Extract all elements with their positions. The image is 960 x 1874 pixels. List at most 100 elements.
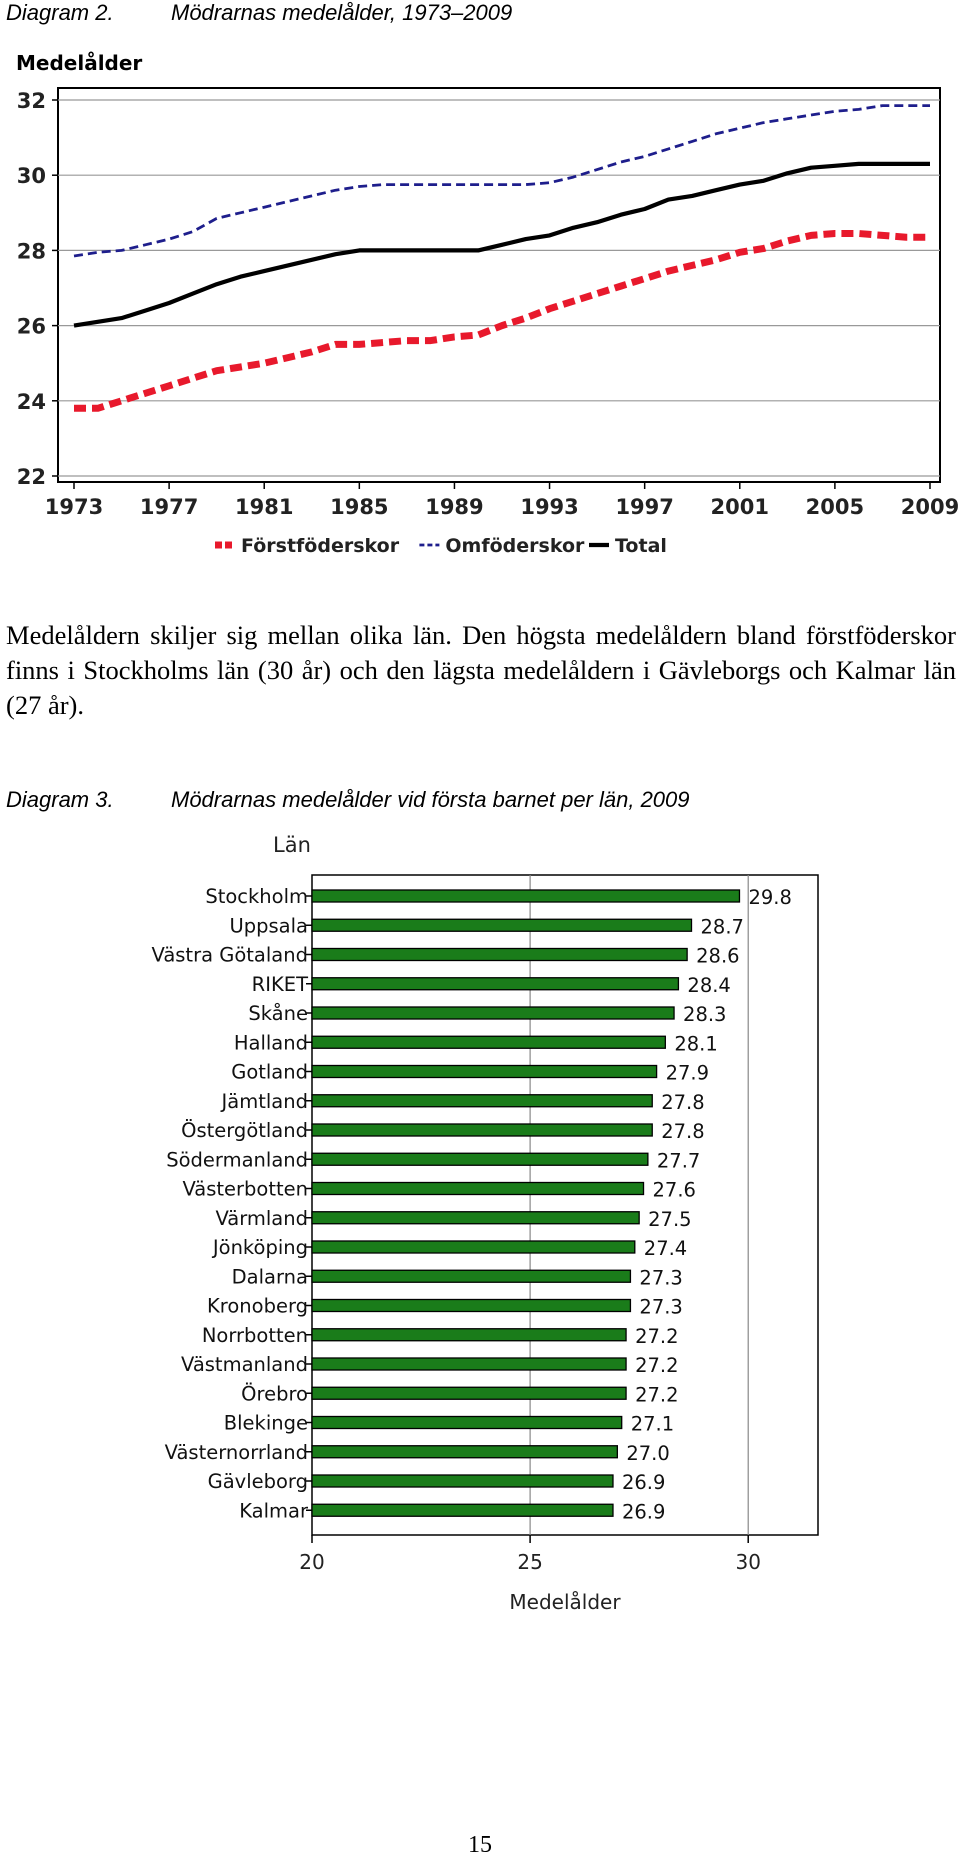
bar-value-label: 27.6	[653, 1179, 696, 1202]
bar-value-label: 26.9	[622, 1471, 665, 1494]
line-chart-mothers-age: Medelålder 22 24 26 28 30 32 1973 1977 1981 1985 19…	[16, 51, 959, 557]
x-axis-label: Medelålder	[509, 1590, 621, 1614]
bar	[311, 1386, 627, 1400]
x-tick-label: 1993	[520, 495, 578, 519]
caption-number: Diagram 2.	[6, 0, 114, 25]
category-label: Skåne	[248, 1002, 308, 1025]
category-label: Uppsala	[229, 914, 308, 937]
category-label: Dalarna	[232, 1265, 308, 1288]
category-label: Örebro	[241, 1382, 308, 1405]
bar-value-label: 28.4	[687, 974, 730, 997]
category-label: Värmland	[215, 1207, 308, 1230]
bar-value-label: 27.3	[639, 1296, 682, 1319]
diagram-2-caption: Diagram 2. Mödrarnas medelålder, 1973–200…	[6, 0, 512, 26]
bar	[311, 1123, 653, 1137]
bar-value-label: 29.8	[748, 886, 791, 909]
chart-title: Län	[273, 833, 311, 857]
x-tick-label: 1997	[615, 495, 673, 519]
caption-text: Mödrarnas medelålder vid första barnet p…	[171, 787, 690, 812]
y-tick-label: 30	[17, 164, 46, 188]
y-tick-label: 32	[17, 89, 46, 113]
x-tick-label: 30	[735, 1550, 760, 1574]
series-line-förstföderskor	[74, 230, 930, 412]
bar	[311, 977, 680, 991]
bar-value-label: 27.2	[635, 1325, 678, 1348]
bar-value-label: 27.7	[657, 1149, 700, 1172]
legend-label: Total	[615, 535, 667, 557]
series-line-total	[73, 161, 930, 328]
bar-value-label: 28.7	[701, 915, 744, 938]
plot-area	[57, 87, 941, 483]
x-tick-label: 1977	[140, 495, 198, 519]
x-tick-label: 25	[517, 1550, 542, 1574]
bar-value-label: 27.3	[639, 1266, 682, 1289]
bar	[311, 1445, 618, 1459]
body-paragraph: Medelåldern skiljer sig mellan olika län…	[6, 620, 956, 720]
bar	[311, 1094, 653, 1108]
bar	[311, 1415, 623, 1430]
bar-value-label: 28.6	[696, 945, 739, 968]
bar-value-label: 27.4	[644, 1237, 687, 1260]
category-label: RIKET	[252, 973, 308, 996]
bar	[311, 918, 693, 932]
bar-value-label: 27.9	[666, 1062, 709, 1085]
page-number: 15	[468, 1832, 492, 1858]
category-label: Jämtland	[220, 1090, 308, 1113]
x-tick-label: 1981	[235, 495, 293, 519]
bar	[311, 1211, 640, 1225]
y-tick-label: 26	[17, 315, 46, 339]
category-label: Kronoberg	[207, 1295, 308, 1318]
category-label: Västernorrland	[165, 1441, 308, 1464]
bar	[311, 1503, 614, 1517]
bar	[311, 1006, 675, 1020]
x-tick-label: 1985	[330, 495, 388, 519]
bar	[311, 1298, 632, 1313]
bar	[311, 889, 741, 903]
bar	[311, 1474, 614, 1488]
category-label: Kalmar	[239, 1499, 309, 1522]
bar	[311, 1269, 632, 1283]
category-label: Västra Götaland	[152, 944, 309, 967]
x-tick-label: 2001	[711, 495, 769, 519]
bar	[311, 1181, 645, 1196]
series-line-omföderskor	[73, 104, 930, 258]
bar	[311, 1064, 658, 1079]
bar	[311, 1240, 636, 1254]
category-label: Stockholm	[205, 885, 308, 908]
y-tick-label: 22	[17, 465, 46, 489]
bar-value-label: 27.2	[635, 1383, 678, 1406]
x-tick-label: 20	[299, 1550, 324, 1574]
bar-value-label: 27.8	[661, 1091, 704, 1114]
category-label: Halland	[234, 1031, 308, 1054]
category-label: Västmanland	[181, 1353, 308, 1376]
x-tick-label: 2009	[901, 495, 959, 519]
category-label: Gävleborg	[208, 1470, 308, 1493]
category-label: Gotland	[231, 1061, 308, 1084]
x-tick-label: 1989	[425, 495, 483, 519]
bar-value-label: 27.0	[626, 1442, 669, 1465]
x-tick-label: 2005	[806, 495, 864, 519]
category-label: Östergötland	[181, 1119, 308, 1142]
bar-value-label: 27.2	[635, 1354, 678, 1377]
diagram-3-caption: Diagram 3. Mödrarnas medelålder vid först…	[6, 787, 690, 813]
category-label: Södermanland	[166, 1148, 308, 1171]
category-label: Norrbotten	[202, 1324, 308, 1347]
x-tick-label: 1973	[45, 495, 103, 519]
bar-chart-first-birth-age-by-county: Län 20 25 30 Medelålder Stockholm 29.8 Uppsala 2…	[152, 833, 819, 1614]
legend-label: Omföderskor	[445, 535, 585, 557]
category-label: Jönköping	[211, 1236, 308, 1259]
bar	[311, 1152, 649, 1166]
bar-value-label: 28.1	[674, 1032, 717, 1055]
legend-label: Förstföderskor	[241, 535, 400, 557]
caption-number: Diagram 3.	[6, 787, 114, 812]
category-label: Västerbotten	[182, 1178, 308, 1201]
bar	[311, 1035, 666, 1049]
y-tick-label: 28	[17, 239, 46, 263]
bar	[311, 947, 688, 962]
bar	[311, 1357, 627, 1371]
category-label: Blekinge	[224, 1412, 308, 1435]
caption-text: Mödrarnas medelålder, 1973–2009	[171, 0, 513, 25]
bar-value-label: 27.5	[648, 1208, 691, 1231]
bar-value-label: 27.1	[631, 1413, 674, 1436]
bar-value-label: 27.8	[661, 1120, 704, 1143]
